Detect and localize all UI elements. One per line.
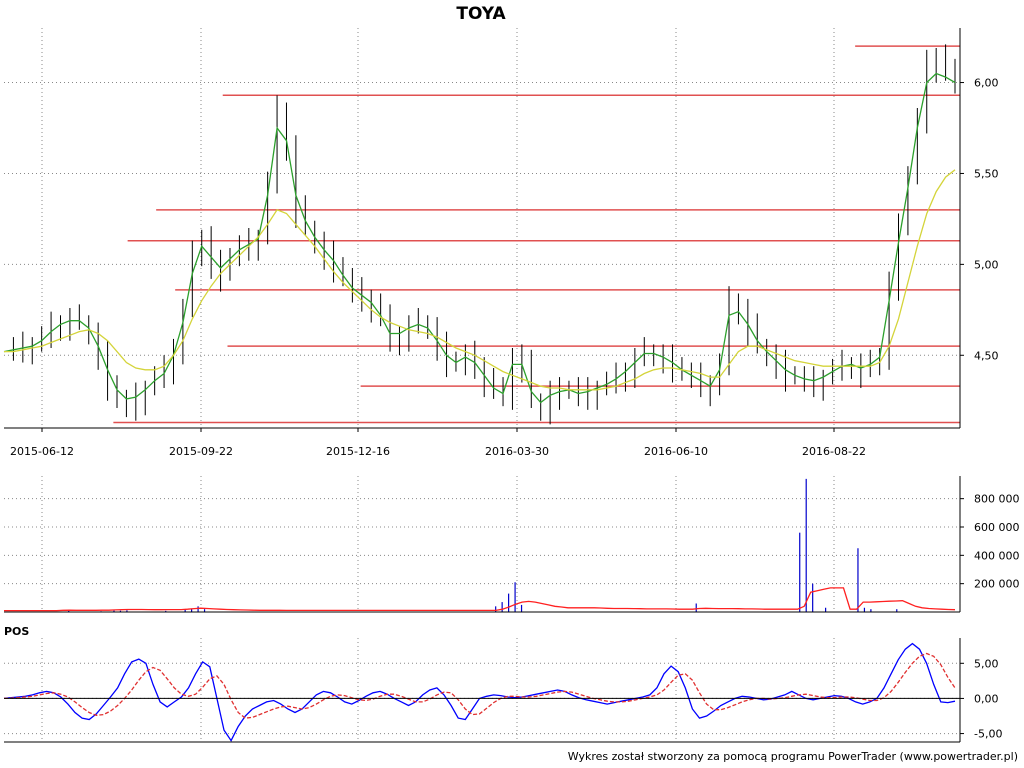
price-xtick-label: 2016-08-22 xyxy=(802,445,866,458)
price-ytick-label: 5,50 xyxy=(974,167,999,180)
price-xtick-label: 2016-03-30 xyxy=(485,445,549,458)
chart-title: TOYA xyxy=(456,4,506,24)
volume-ytick-label: 400 000 xyxy=(974,549,1020,562)
oscillator-ytick-label: -5,00 xyxy=(974,728,1002,741)
price-moving-averages xyxy=(3,72,956,404)
price-grid xyxy=(4,28,960,428)
oscillator-panel: POS -5,00 0,00 5,00 xyxy=(3,625,1002,743)
volume-bars xyxy=(68,478,898,612)
moving-average-line-0 xyxy=(3,72,956,404)
oscillator-line-1 xyxy=(3,652,956,719)
price-xtick-label: 2015-09-22 xyxy=(169,445,233,458)
price-xtick-label: 2016-06-10 xyxy=(644,445,708,458)
oscillator-y-ticks: -5,00 0,00 5,00 xyxy=(960,657,1002,741)
resistance-lines xyxy=(113,45,960,424)
price-ytick-label: 6,00 xyxy=(974,77,999,90)
price-x-ticks: 2015-06-12 2015-09-22 2015-12-16 2016-03-30… xyxy=(10,428,866,458)
volume-average-path xyxy=(4,587,956,612)
footer-credit: Wykres został stworzony za pomocą progra… xyxy=(568,750,1018,763)
price-panel: 2015-06-12 2015-09-22 2015-12-16 2016-03-30… xyxy=(3,28,999,458)
price-ytick-label: 4,50 xyxy=(974,349,999,362)
price-ytick-label: 5,00 xyxy=(974,258,999,271)
oscillator-label: POS xyxy=(4,625,29,638)
moving-average-line-1 xyxy=(4,169,956,391)
volume-grid xyxy=(4,476,960,612)
price-xtick-label: 2015-12-16 xyxy=(326,445,390,458)
volume-ytick-label: 800 000 xyxy=(974,493,1020,506)
volume-y-ticks: 200 000 400 000 600 000 800 000 xyxy=(960,493,1020,591)
volume-ytick-label: 200 000 xyxy=(974,578,1020,591)
volume-ytick-label: 600 000 xyxy=(974,521,1020,534)
price-xtick-label: 2015-06-12 xyxy=(10,445,74,458)
oscillator-ytick-label: 0,00 xyxy=(974,692,999,705)
volume-panel: 200 000 400 000 600 000 800 000 xyxy=(4,476,1020,613)
price-y-ticks: 4,50 5,00 5,50 6,00 xyxy=(960,77,999,362)
oscillator-ytick-label: 5,00 xyxy=(974,657,999,670)
volume-average-line xyxy=(4,587,956,612)
